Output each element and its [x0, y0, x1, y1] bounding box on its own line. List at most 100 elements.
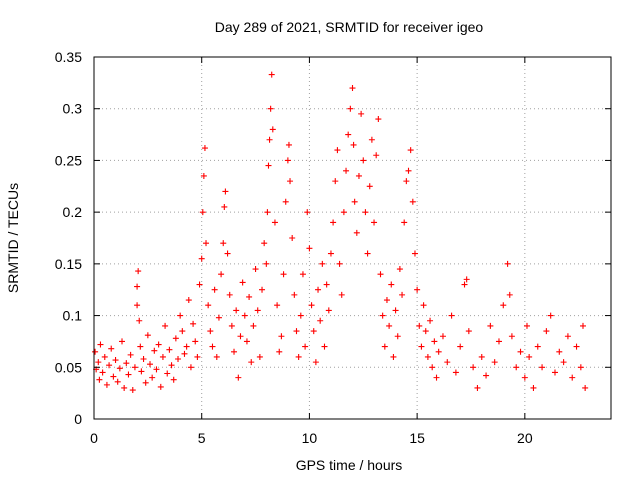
data-point — [439, 333, 446, 340]
data-points — [92, 71, 589, 394]
data-point — [405, 167, 412, 174]
data-point — [383, 297, 390, 304]
data-point — [157, 383, 164, 390]
data-point — [181, 350, 188, 357]
y-tick-label: 0.35 — [55, 49, 82, 65]
data-point — [506, 291, 513, 298]
data-point — [221, 203, 228, 210]
data-point — [347, 105, 354, 112]
data-point — [137, 343, 144, 350]
data-point — [560, 359, 567, 366]
data-point — [250, 322, 257, 329]
data-point — [183, 343, 190, 350]
data-point — [353, 229, 360, 236]
data-point — [185, 297, 192, 304]
data-point — [521, 374, 528, 381]
data-point — [340, 209, 347, 216]
data-point — [125, 371, 132, 378]
data-point — [92, 348, 99, 355]
data-point — [200, 172, 207, 179]
data-point — [422, 328, 429, 335]
data-point — [123, 360, 130, 367]
data-point — [547, 312, 554, 319]
x-tick-label: 0 — [90, 430, 98, 446]
data-point — [465, 328, 472, 335]
y-tick-label: 0.2 — [63, 204, 83, 220]
data-point — [131, 364, 138, 371]
data-point — [226, 291, 233, 298]
data-point — [199, 209, 206, 216]
data-point — [254, 307, 261, 314]
data-point — [539, 364, 546, 371]
data-point — [187, 364, 194, 371]
data-point — [569, 374, 576, 381]
data-point — [368, 136, 375, 143]
data-point — [293, 328, 300, 335]
data-point — [317, 317, 324, 324]
x-tick-label: 10 — [302, 430, 318, 446]
data-point — [577, 364, 584, 371]
data-point — [371, 219, 378, 226]
data-point — [285, 141, 292, 148]
data-point — [166, 346, 173, 353]
data-point — [164, 370, 171, 377]
data-point — [411, 250, 418, 257]
data-point — [266, 136, 273, 143]
data-point — [534, 343, 541, 350]
data-point — [155, 341, 162, 348]
data-point — [127, 351, 134, 358]
x-tick-label: 5 — [198, 430, 206, 446]
data-point — [308, 302, 315, 309]
data-point — [289, 235, 296, 241]
data-point — [103, 381, 110, 388]
data-point — [220, 240, 227, 247]
data-point — [177, 312, 184, 319]
data-point — [448, 312, 455, 319]
data-point — [129, 387, 136, 394]
data-point — [435, 348, 442, 355]
data-point — [403, 178, 410, 185]
data-point — [268, 71, 275, 78]
data-point — [457, 343, 464, 350]
data-point — [136, 317, 143, 324]
data-point — [429, 364, 436, 371]
data-point — [203, 240, 210, 247]
data-point — [121, 384, 128, 391]
data-point — [168, 362, 175, 369]
data-point — [239, 279, 246, 286]
y-tick-label: 0.3 — [63, 101, 83, 117]
data-point — [99, 369, 106, 376]
data-point — [379, 312, 386, 319]
data-point — [201, 145, 208, 152]
data-point — [276, 348, 283, 355]
data-point — [224, 250, 231, 257]
data-point — [407, 147, 414, 154]
data-point — [295, 353, 302, 360]
data-point — [198, 255, 205, 262]
data-point — [495, 338, 502, 345]
data-point — [147, 361, 154, 368]
data-point — [209, 343, 216, 350]
data-point — [362, 209, 369, 216]
data-point — [433, 374, 440, 381]
data-point — [461, 281, 468, 288]
data-point — [334, 147, 341, 154]
data-point — [297, 312, 304, 319]
data-point — [358, 110, 365, 117]
data-point — [159, 353, 166, 360]
data-point — [310, 328, 317, 335]
data-point — [401, 219, 408, 226]
data-point — [487, 322, 494, 329]
data-point — [135, 268, 142, 275]
data-point — [134, 283, 141, 290]
data-point — [287, 178, 294, 185]
data-point — [140, 356, 147, 363]
data-point — [274, 302, 281, 309]
data-point — [543, 328, 550, 335]
data-point — [243, 338, 250, 345]
data-point — [228, 322, 235, 329]
data-point — [252, 266, 259, 273]
y-tick-label: 0 — [74, 411, 82, 427]
chart-title: Day 289 of 2021, SRMTID for receiver ige… — [215, 19, 484, 35]
data-point — [349, 85, 356, 92]
